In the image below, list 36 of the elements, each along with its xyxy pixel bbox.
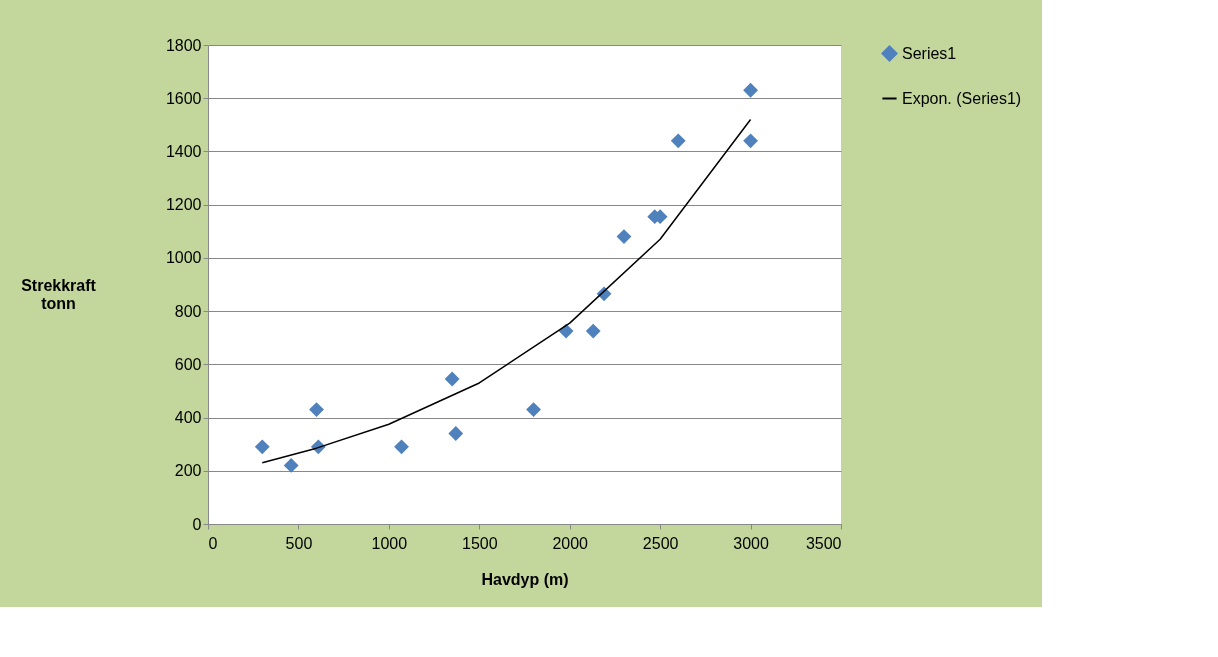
legend-label: Expon. (Series1)	[902, 89, 1022, 107]
y-tick-label: 1600	[165, 89, 202, 107]
y-tick-label: 1800	[165, 36, 202, 54]
y-tick-label: 800	[174, 302, 202, 320]
point	[616, 229, 632, 245]
x-tick-label: 3500	[805, 534, 842, 552]
x-axis-title: Havdyp (m)	[481, 570, 569, 588]
x-tick-label: 500	[285, 534, 313, 552]
y-tick-label: 0	[192, 515, 202, 533]
line-series	[261, 118, 752, 464]
point	[743, 82, 758, 98]
point	[448, 426, 464, 441]
y-tick-label: 400	[174, 409, 202, 427]
legend-label: Series1	[902, 44, 957, 62]
x-tick-label: 3000	[733, 534, 769, 552]
point	[283, 458, 299, 473]
point	[309, 402, 324, 417]
point	[394, 439, 409, 455]
x-tick-label: 2000	[552, 534, 589, 552]
y-tick-label: 1400	[165, 142, 202, 160]
point	[558, 323, 574, 339]
y-tick-label: 1200	[165, 196, 202, 214]
y-tick-label: 200	[174, 462, 202, 480]
point	[254, 439, 270, 455]
point	[670, 133, 686, 149]
x-tick-label: 1000	[371, 534, 408, 552]
point	[444, 371, 460, 387]
x-tick-label: 1500	[461, 534, 498, 552]
y-axis-title: Strekkraft tonn	[21, 276, 97, 312]
point	[743, 133, 758, 149]
point	[526, 402, 541, 417]
y-tick-label: 600	[174, 355, 202, 373]
x-tick-label: 2500	[642, 534, 679, 552]
x-tick-label: 0	[208, 534, 218, 552]
point	[585, 323, 601, 339]
y-tick-label: 1000	[165, 249, 202, 267]
